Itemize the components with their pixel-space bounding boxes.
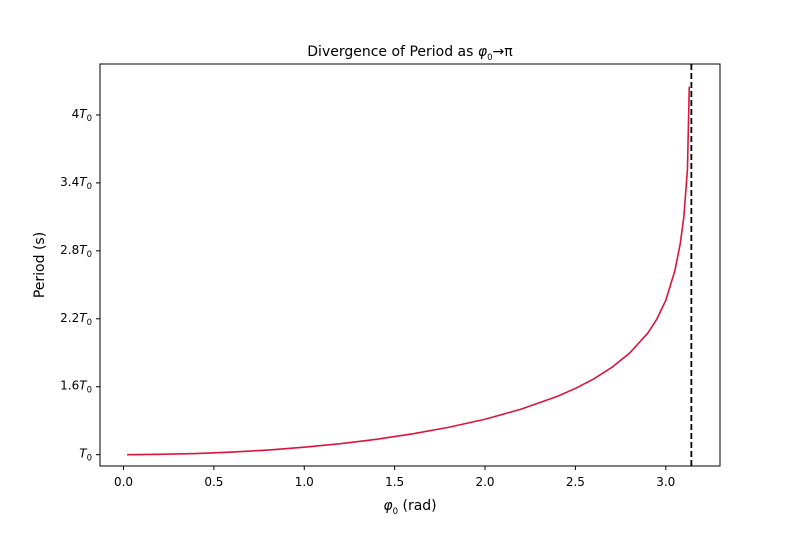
- y-tick-label: 2.2T0: [60, 311, 92, 328]
- y-tick-label: 2.8T0: [60, 243, 92, 260]
- x-tick-label: 0.0: [114, 475, 133, 489]
- x-axis-label: φ0 (rad): [383, 498, 436, 517]
- plot-area: [127, 64, 693, 466]
- x-tick-label: 3.0: [656, 475, 675, 489]
- y-axis-label: Period (s): [32, 232, 48, 298]
- y-axis-ticks: T0 1.6T0 2.2T0 2.8T0 3.4T0 4T0: [60, 107, 100, 464]
- x-tick-label: 2.0: [475, 475, 494, 489]
- x-tick-label: 1.5: [385, 475, 404, 489]
- chart-title: Divergence of Period as φ0→π: [307, 44, 513, 63]
- y-tick-label: T0: [79, 447, 92, 464]
- x-tick-label: 1.0: [295, 475, 314, 489]
- plot-frame: [99, 63, 721, 467]
- y-tick-label: 3.4T0: [60, 175, 92, 192]
- x-tick-label: 2.5: [566, 475, 585, 489]
- y-tick-label: 1.6T0: [60, 379, 92, 396]
- x-axis-ticks: 0.0 0.5 1.0 1.5 2.0 2.5 3.0: [114, 466, 675, 489]
- x-tick-label: 0.5: [204, 475, 223, 489]
- y-tick-label: 4T0: [72, 107, 92, 124]
- series-layer: [127, 86, 691, 456]
- series-line-0: [127, 86, 691, 456]
